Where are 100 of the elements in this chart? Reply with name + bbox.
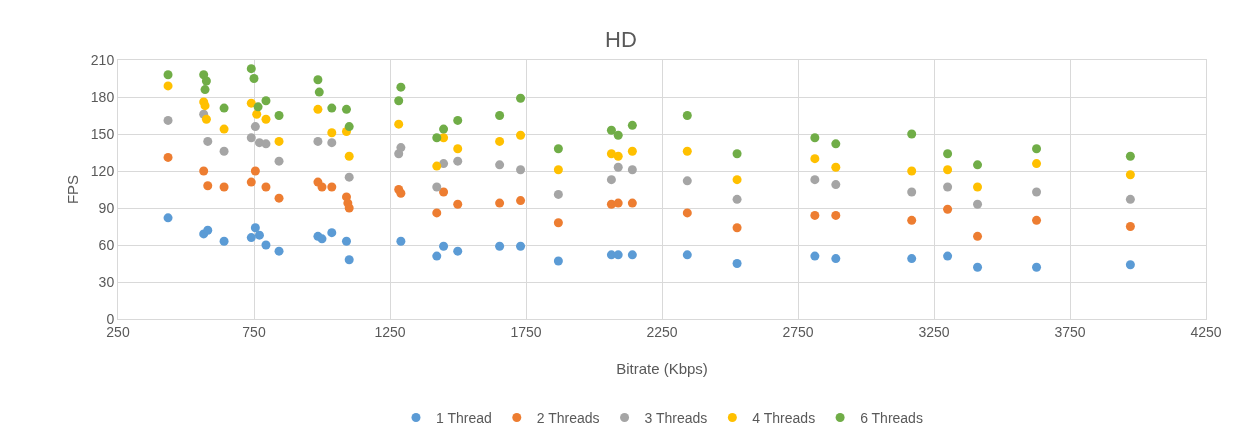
point <box>553 218 563 228</box>
y-tick-label: 150 <box>90 125 115 142</box>
point <box>344 122 354 132</box>
point <box>317 182 327 192</box>
point <box>341 236 351 246</box>
point <box>219 124 229 134</box>
point <box>246 64 256 74</box>
point <box>313 136 323 146</box>
x-tick-label: 1250 <box>374 323 406 340</box>
point <box>432 161 442 171</box>
point <box>261 114 271 124</box>
point <box>1032 144 1042 154</box>
point <box>553 165 563 175</box>
point <box>810 133 820 143</box>
y-tick-label: 90 <box>98 199 115 216</box>
point <box>831 210 841 220</box>
point <box>973 182 983 192</box>
point <box>553 256 563 266</box>
point <box>943 165 953 175</box>
point <box>261 182 271 192</box>
point <box>810 251 820 261</box>
point <box>682 146 692 156</box>
point <box>732 223 742 233</box>
point <box>439 241 449 251</box>
point <box>453 144 463 154</box>
point <box>396 82 406 92</box>
point <box>317 234 327 244</box>
point <box>1032 187 1042 197</box>
y-tick-label: 30 <box>98 273 115 290</box>
point <box>613 250 623 260</box>
point <box>553 144 563 154</box>
point <box>163 115 173 125</box>
x-axis-title: Bitrate (Kbps) <box>616 360 708 377</box>
point <box>200 85 210 95</box>
point <box>516 241 526 251</box>
y-tick-label: 180 <box>90 88 115 105</box>
point <box>1125 194 1135 204</box>
point <box>203 136 213 146</box>
legend-label: 3 Threads <box>644 409 708 426</box>
x-tick-label: 3750 <box>1054 323 1086 340</box>
point <box>219 103 229 113</box>
point <box>627 165 637 175</box>
point <box>203 225 213 235</box>
point <box>810 175 820 185</box>
point <box>516 130 526 140</box>
point <box>394 96 404 106</box>
point <box>432 182 442 192</box>
point <box>973 160 983 170</box>
point <box>907 166 917 176</box>
point <box>943 182 953 192</box>
point <box>907 187 917 197</box>
point <box>200 101 210 111</box>
point <box>219 146 229 156</box>
point <box>973 231 983 241</box>
point <box>274 193 284 203</box>
point <box>613 130 623 140</box>
point <box>432 251 442 261</box>
x-tick-label: 3250 <box>918 323 950 340</box>
point <box>810 210 820 220</box>
point <box>907 254 917 264</box>
point <box>627 198 637 208</box>
point <box>261 139 271 149</box>
point <box>274 111 284 120</box>
point <box>439 124 449 134</box>
point <box>732 194 742 204</box>
point <box>394 119 404 129</box>
point <box>327 228 337 238</box>
point <box>627 250 637 260</box>
point <box>344 172 354 182</box>
point <box>439 159 449 169</box>
point <box>246 98 256 108</box>
point <box>553 189 563 199</box>
point <box>943 204 953 214</box>
point <box>682 208 692 218</box>
point <box>253 102 263 112</box>
point <box>432 133 442 143</box>
point <box>682 176 692 186</box>
point <box>219 236 229 246</box>
point <box>732 149 742 159</box>
point <box>396 188 406 198</box>
x-tick-label: 2250 <box>646 323 678 340</box>
point <box>439 187 449 197</box>
point <box>249 74 259 83</box>
point <box>219 182 229 192</box>
x-tick-label: 4250 <box>1190 323 1222 340</box>
point <box>344 255 354 265</box>
point <box>250 223 260 233</box>
point <box>163 152 173 162</box>
point <box>613 198 623 208</box>
point <box>261 240 271 250</box>
point <box>453 156 463 166</box>
point <box>432 208 442 218</box>
point <box>732 259 742 268</box>
point <box>973 262 983 272</box>
legend-label: 2 Threads <box>536 409 600 426</box>
point <box>246 133 256 143</box>
point <box>327 128 337 138</box>
point <box>453 115 463 125</box>
point <box>341 104 351 114</box>
point <box>250 166 260 176</box>
